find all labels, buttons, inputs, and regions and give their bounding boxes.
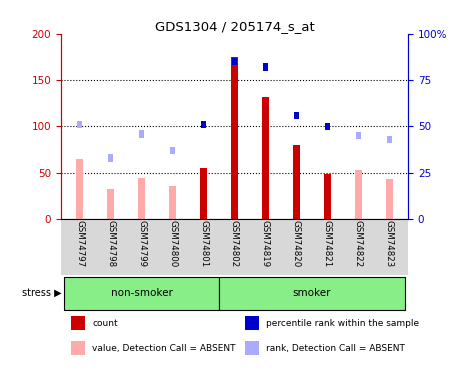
Text: GSM74800: GSM74800 — [168, 220, 177, 267]
Bar — [71, 342, 85, 355]
Bar — [293, 145, 300, 219]
Text: GSM74797: GSM74797 — [75, 220, 84, 267]
Bar — [108, 154, 113, 162]
Bar — [170, 147, 175, 154]
Text: value, Detection Call = ABSENT: value, Detection Call = ABSENT — [92, 344, 236, 352]
Bar — [76, 159, 83, 219]
Bar — [138, 178, 145, 219]
Text: GSM74802: GSM74802 — [230, 220, 239, 267]
Text: GSM74798: GSM74798 — [106, 220, 115, 267]
Title: GDS1304 / 205174_s_at: GDS1304 / 205174_s_at — [155, 20, 314, 33]
Bar — [231, 57, 238, 219]
Bar — [219, 277, 405, 310]
Text: GSM74801: GSM74801 — [199, 220, 208, 267]
Text: GSM74799: GSM74799 — [137, 220, 146, 267]
Bar — [139, 130, 144, 138]
Text: non-smoker: non-smoker — [111, 288, 173, 298]
Text: GSM74822: GSM74822 — [354, 220, 363, 267]
Bar — [386, 136, 392, 143]
Text: rank, Detection Call = ABSENT: rank, Detection Call = ABSENT — [266, 344, 405, 352]
Bar — [64, 277, 219, 310]
Text: percentile rank within the sample: percentile rank within the sample — [266, 318, 419, 327]
Bar — [324, 174, 331, 219]
Bar — [77, 121, 83, 128]
Bar — [106, 189, 114, 219]
Text: GSM74819: GSM74819 — [261, 220, 270, 267]
Bar — [201, 121, 206, 128]
Bar — [245, 316, 259, 330]
Bar — [245, 342, 259, 355]
Text: stress ▶: stress ▶ — [22, 288, 61, 298]
Text: GSM74823: GSM74823 — [385, 220, 394, 267]
Bar — [355, 170, 363, 219]
Bar — [294, 112, 299, 119]
Bar — [356, 132, 361, 140]
Text: GSM74821: GSM74821 — [323, 220, 332, 267]
Text: count: count — [92, 318, 118, 327]
Text: smoker: smoker — [293, 288, 331, 298]
Bar — [200, 168, 207, 219]
Bar — [325, 123, 330, 130]
Text: GSM74820: GSM74820 — [292, 220, 301, 267]
Bar — [386, 179, 393, 219]
Bar — [232, 58, 237, 65]
Bar — [263, 63, 268, 71]
Bar — [262, 97, 269, 219]
Bar — [169, 186, 176, 219]
Bar — [71, 316, 85, 330]
